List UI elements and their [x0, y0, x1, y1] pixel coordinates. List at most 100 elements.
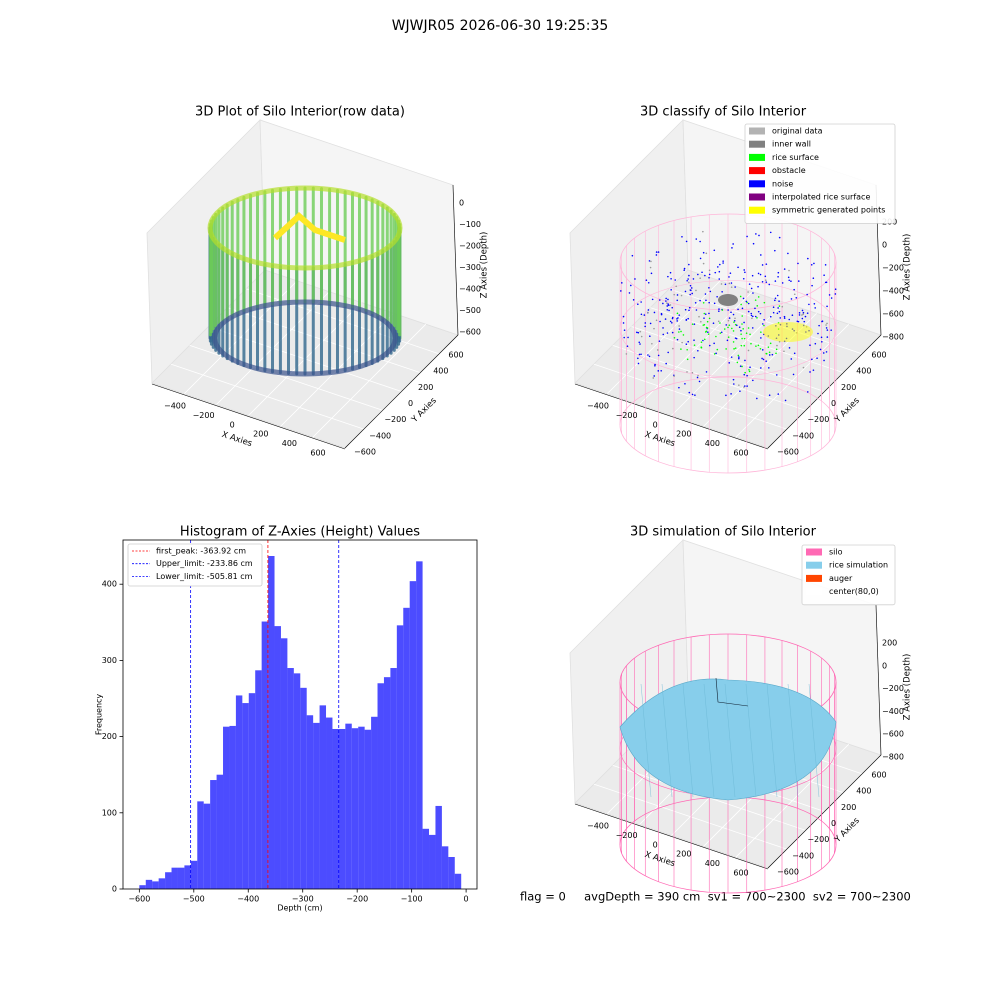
point — [660, 313, 663, 316]
legend-label: Upper_limit: -233.86 cm — [156, 559, 253, 568]
point — [669, 320, 672, 323]
point — [768, 394, 771, 396]
point — [703, 317, 705, 319]
y-tick-label: 400 — [856, 787, 871, 796]
point — [746, 385, 748, 387]
y-tick-label: 0 — [831, 819, 836, 828]
point — [718, 270, 721, 273]
z-tick-label: −400 — [882, 707, 904, 716]
point — [791, 314, 794, 317]
point — [763, 318, 765, 321]
bar — [171, 867, 178, 889]
inner-wall — [718, 294, 738, 306]
point — [765, 360, 767, 362]
point — [749, 366, 751, 369]
point — [765, 263, 768, 265]
point — [686, 348, 688, 351]
bar — [409, 581, 417, 889]
point — [740, 303, 742, 306]
point — [741, 315, 744, 317]
point — [757, 344, 760, 347]
surface-mesh — [766, 683, 778, 798]
point — [715, 335, 717, 338]
point — [723, 328, 726, 330]
x-axis-label: X Axies — [643, 430, 676, 449]
point — [662, 327, 664, 329]
point — [670, 277, 672, 280]
point — [733, 383, 735, 385]
point — [760, 337, 762, 339]
point — [758, 234, 760, 237]
y-tick-label: −600 — [777, 448, 799, 457]
point — [761, 280, 764, 283]
point — [684, 308, 687, 311]
x-tick-label: 600 — [733, 449, 748, 458]
point — [825, 327, 828, 329]
point — [703, 312, 706, 315]
point — [757, 285, 759, 288]
y-axis-label: Frequency — [95, 694, 104, 736]
point — [664, 318, 667, 320]
point — [697, 349, 699, 352]
bar — [145, 879, 153, 889]
point — [725, 394, 727, 397]
bar — [313, 722, 320, 889]
bar — [268, 556, 275, 889]
point — [740, 333, 742, 335]
point — [811, 284, 813, 287]
point — [804, 315, 807, 318]
point — [760, 331, 762, 333]
y-tick-label: 200 — [102, 732, 117, 741]
y-tick-label: −400 — [792, 851, 814, 860]
point — [747, 302, 750, 305]
axis-line — [151, 383, 346, 450]
point — [746, 235, 748, 238]
point — [783, 350, 785, 353]
point — [828, 294, 831, 296]
point — [781, 305, 784, 308]
bar — [223, 726, 230, 889]
point — [745, 332, 748, 335]
point — [761, 349, 764, 351]
x-tick-label: 600 — [310, 449, 325, 458]
point — [732, 341, 735, 343]
point — [644, 322, 647, 324]
point — [691, 323, 694, 325]
point — [801, 314, 803, 316]
point — [728, 362, 731, 364]
point — [708, 312, 710, 315]
point — [640, 313, 643, 316]
point — [801, 309, 804, 312]
axes-title: 3D simulation of Silo Interior — [630, 525, 817, 540]
point — [728, 317, 731, 319]
point — [708, 301, 710, 304]
legend-swatch — [806, 574, 822, 582]
point — [821, 341, 823, 343]
point — [688, 309, 690, 312]
point — [751, 274, 754, 277]
bar — [280, 638, 288, 889]
point — [657, 354, 660, 357]
point — [739, 295, 742, 298]
point — [692, 278, 695, 280]
point — [688, 274, 690, 277]
point — [730, 282, 733, 284]
x-tick-label: −200 — [193, 411, 215, 420]
point — [764, 279, 767, 281]
symmetric-points — [763, 322, 813, 342]
bar — [319, 705, 327, 889]
point — [743, 337, 746, 340]
point — [759, 348, 762, 350]
point — [768, 354, 771, 356]
point — [768, 283, 771, 286]
z-tick-label: 0 — [459, 199, 464, 208]
point — [769, 231, 772, 234]
axis-line — [452, 184, 459, 336]
legend-swatch — [749, 180, 765, 188]
point — [817, 332, 819, 335]
bar — [332, 728, 339, 889]
point — [699, 257, 702, 260]
x-tick-label: 0 — [653, 420, 658, 429]
point — [762, 323, 764, 325]
point — [667, 304, 670, 307]
